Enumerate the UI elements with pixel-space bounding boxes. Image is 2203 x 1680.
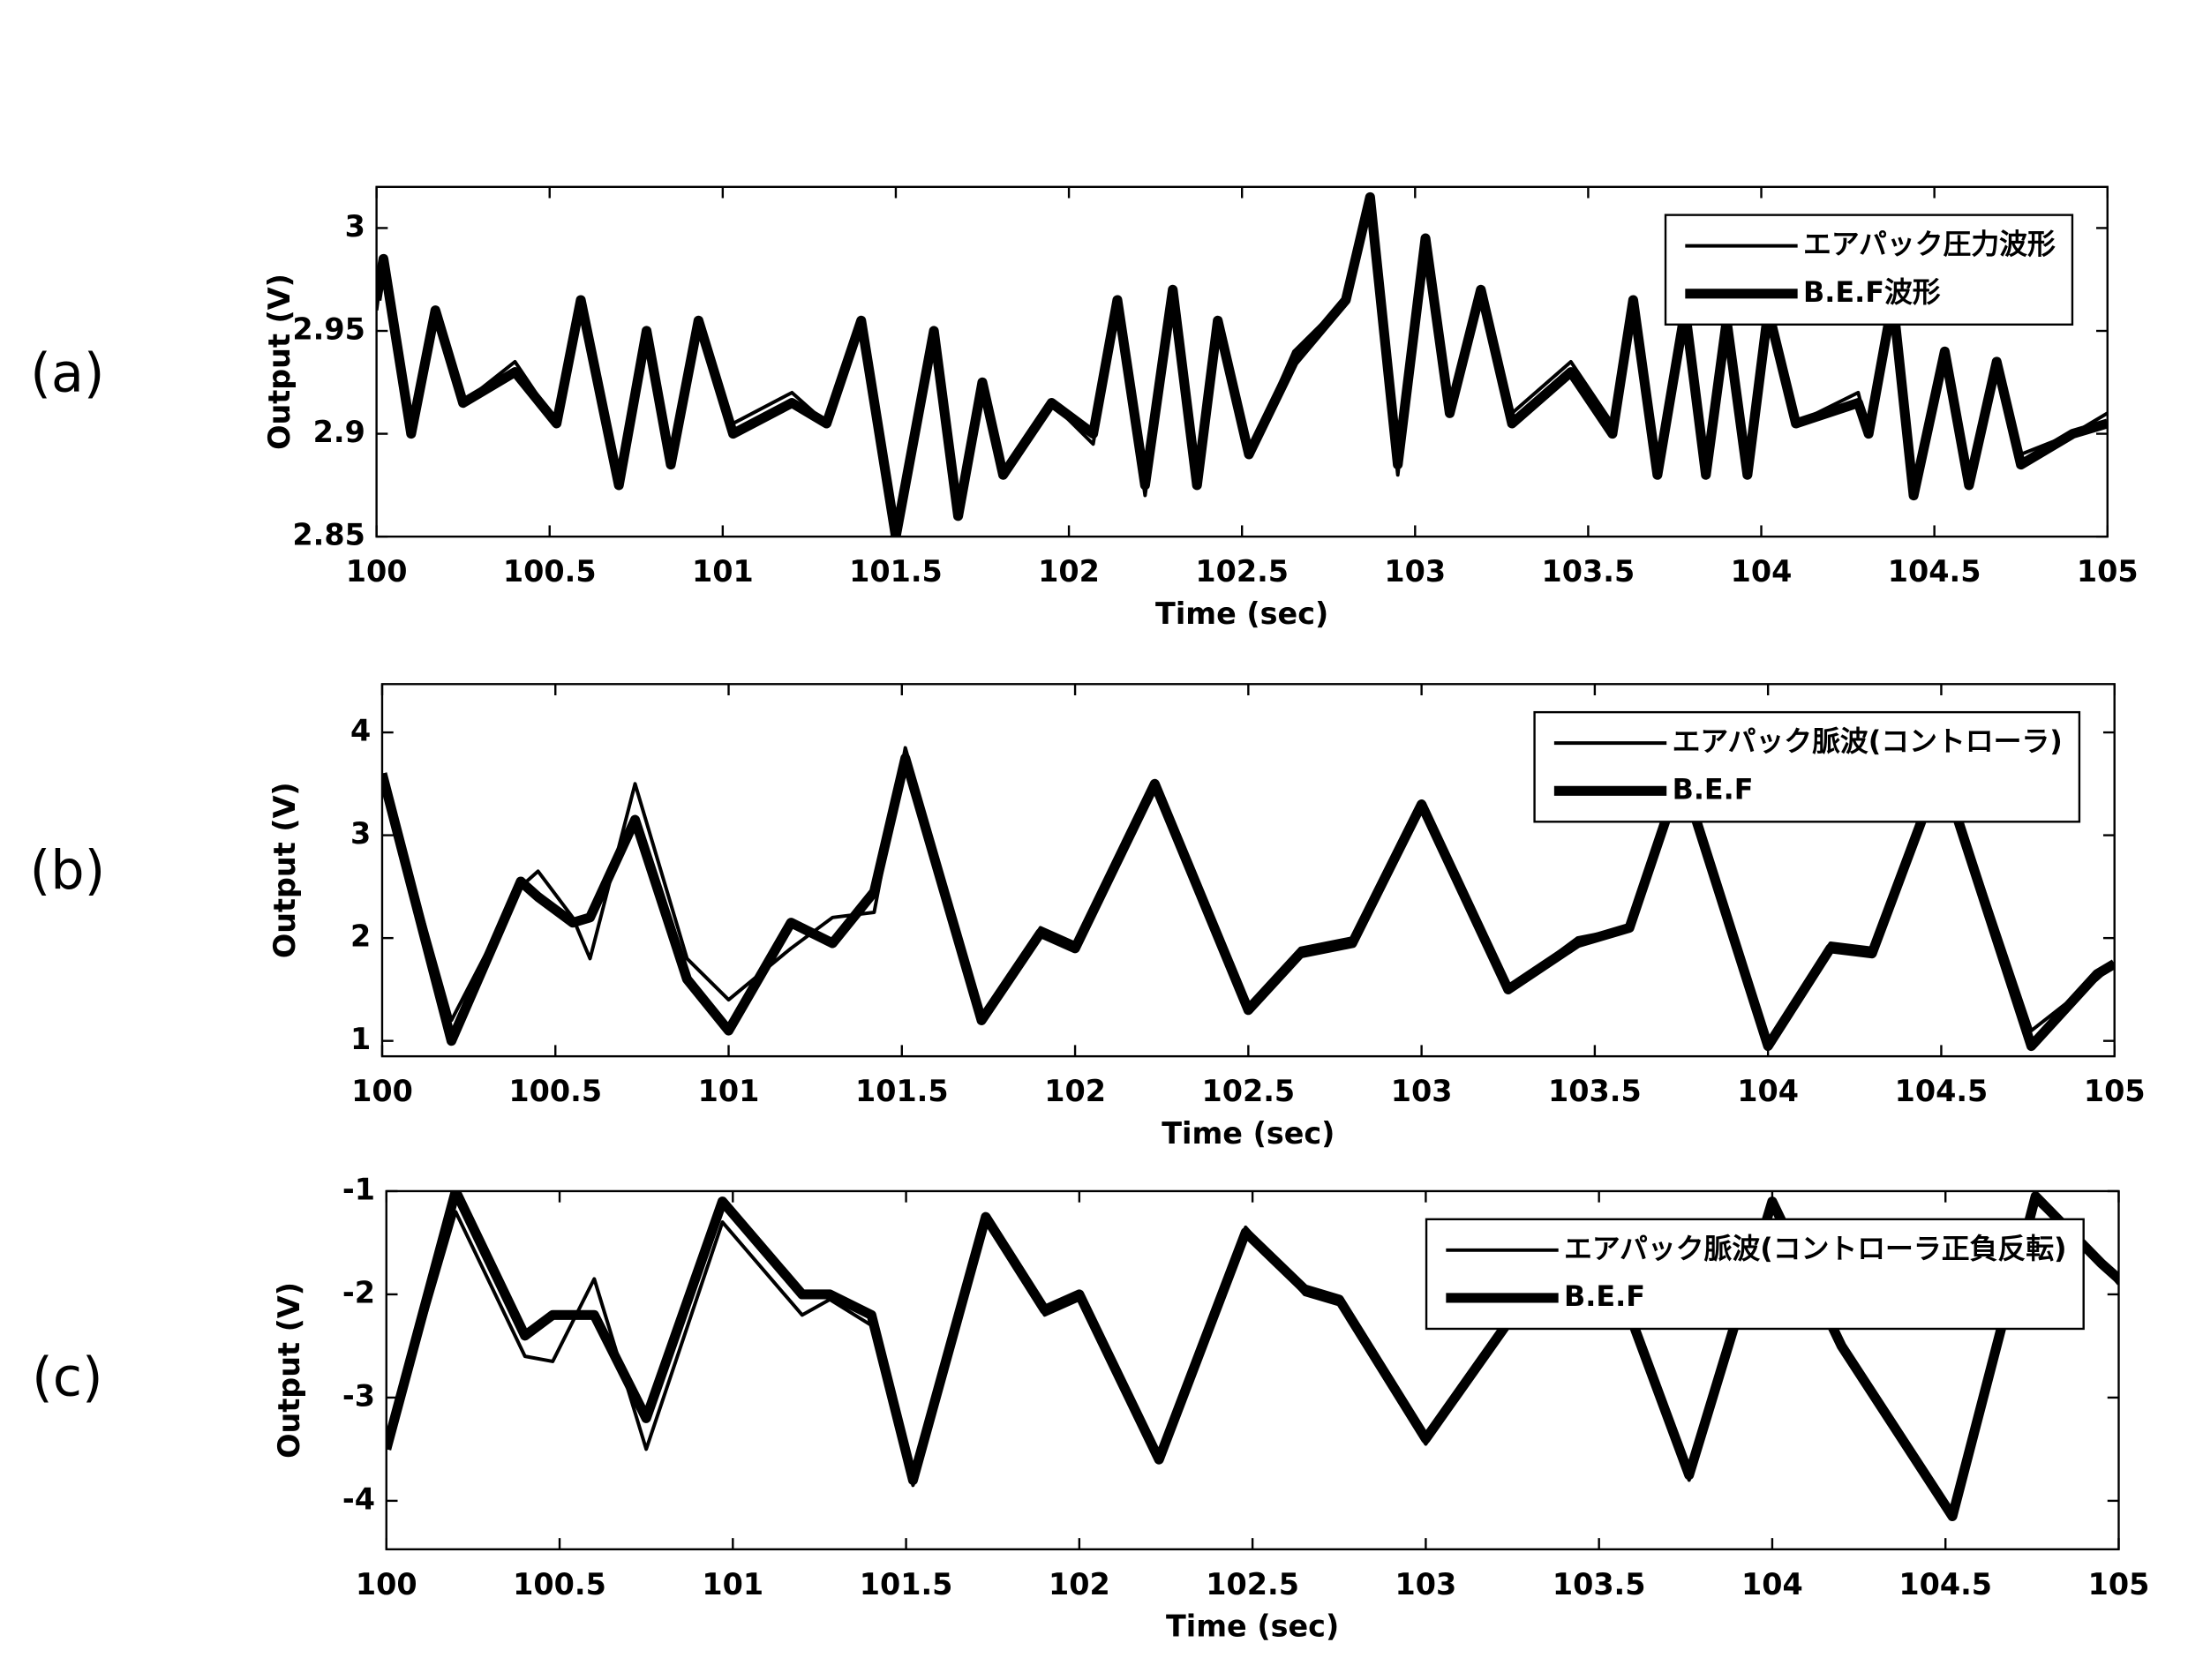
x-tick-label: 102 bbox=[1044, 1074, 1106, 1108]
panel-label: (a) bbox=[30, 342, 104, 404]
x-tick-label: 105 bbox=[2084, 1074, 2146, 1108]
legend-box bbox=[1664, 214, 2074, 326]
x-tick-label: 105 bbox=[2077, 554, 2139, 589]
x-tick-label: 102.5 bbox=[1202, 1074, 1296, 1108]
x-tick-label: 100.5 bbox=[513, 1567, 606, 1601]
x-tick-label: 104 bbox=[1737, 1074, 1799, 1108]
x-tick-label: 102 bbox=[1038, 554, 1100, 589]
x-tick-label: 103.5 bbox=[1548, 1074, 1642, 1108]
y-tick-label: 1 bbox=[350, 1022, 371, 1056]
plot-frame bbox=[380, 683, 2116, 1058]
y-tick-label: -4 bbox=[342, 1481, 375, 1516]
x-tick-label: 101 bbox=[702, 1567, 763, 1601]
x-tick-label: 101.5 bbox=[849, 554, 943, 589]
y-tick-label: 2.85 bbox=[292, 518, 365, 552]
y-axis-label: Output (V) bbox=[267, 782, 302, 958]
y-tick-label: 3 bbox=[350, 816, 371, 851]
x-tick-label: 101.5 bbox=[855, 1074, 949, 1108]
legend-box bbox=[1533, 710, 2081, 823]
y-tick-label: -3 bbox=[342, 1378, 375, 1413]
panel: (b) 100 100.5 101 101.5 102 102.5 103 103.5 104 10… bbox=[30, 683, 2146, 1151]
x-tick-label: 100.5 bbox=[503, 554, 597, 589]
x-tick-label: 100 bbox=[351, 1074, 413, 1108]
x-tick-label: 101 bbox=[698, 1074, 760, 1108]
x-tick-label: 103 bbox=[1391, 1074, 1453, 1108]
legend-label: エアパック脈波(コントローラ正負反転) bbox=[1564, 1232, 2067, 1265]
x-tick-label: 102.5 bbox=[1206, 1567, 1299, 1601]
legend-box bbox=[1425, 1218, 2085, 1331]
x-tick-label: 101.5 bbox=[860, 1567, 953, 1601]
x-tick-label: 104 bbox=[1731, 554, 1793, 589]
panel: (a) 100 100.5 101 101.5 102 102.5 103 103.5 104 10… bbox=[30, 185, 2139, 631]
x-tick-label: 102.5 bbox=[1195, 554, 1289, 589]
plot-frame bbox=[375, 185, 2109, 538]
legend-label: エアパック圧力波形 bbox=[1803, 228, 2056, 261]
panel-label: (b) bbox=[30, 840, 106, 902]
y-tick-label: -2 bbox=[342, 1275, 375, 1309]
x-tick-label: 101 bbox=[692, 554, 754, 589]
x-tick-label: 104.5 bbox=[1888, 554, 1981, 589]
y-axis-label: Output (V) bbox=[272, 1282, 306, 1459]
series-line bbox=[376, 191, 2108, 537]
x-axis-label: Time (sec) bbox=[1166, 1609, 1339, 1644]
panel: (c) 100 100.5 101 101.5 102 102.5 103 103.5 104 10… bbox=[32, 1172, 2149, 1643]
y-tick-label: -1 bbox=[342, 1172, 375, 1206]
y-tick-label: 3 bbox=[345, 209, 365, 244]
panel-label: (c) bbox=[32, 1346, 102, 1408]
legend-label: エアパック脈波(コントローラ) bbox=[1673, 724, 2063, 758]
legend-label: B.E.F波形 bbox=[1803, 275, 1941, 309]
x-tick-label: 102 bbox=[1049, 1567, 1110, 1601]
x-tick-label: 100.5 bbox=[508, 1074, 602, 1108]
y-axis-label: Output (V) bbox=[262, 274, 297, 450]
x-tick-label: 104.5 bbox=[1898, 1567, 1992, 1601]
y-tick-label: 2 bbox=[350, 919, 371, 954]
x-tick-label: 100 bbox=[356, 1567, 417, 1601]
x-tick-label: 104.5 bbox=[1895, 1074, 1989, 1108]
plot-frame bbox=[385, 1189, 2120, 1551]
x-axis-label: Time (sec) bbox=[1162, 1116, 1335, 1151]
series-line bbox=[381, 753, 2115, 1052]
x-tick-label: 103.5 bbox=[1542, 554, 1635, 589]
x-tick-label: 105 bbox=[2088, 1567, 2150, 1601]
legend: エアパック圧力波形 B.E.F波形 bbox=[1664, 214, 2074, 326]
x-tick-label: 103 bbox=[1384, 554, 1446, 589]
y-tick-label: 4 bbox=[350, 714, 371, 748]
legend: エアパック脈波(コントローラ) B.E.F bbox=[1533, 710, 2081, 823]
legend: エアパック脈波(コントローラ正負反転) B.E.F bbox=[1425, 1218, 2085, 1331]
x-tick-label: 103.5 bbox=[1553, 1567, 1646, 1601]
x-axis-label: Time (sec) bbox=[1155, 596, 1328, 631]
legend-label: B.E.F bbox=[1564, 1279, 1645, 1313]
y-tick-label: 2.95 bbox=[292, 312, 365, 347]
x-tick-label: 103 bbox=[1395, 1567, 1457, 1601]
legend-label: B.E.F bbox=[1673, 772, 1754, 806]
y-tick-label: 2.9 bbox=[313, 415, 365, 449]
x-tick-label: 104 bbox=[1741, 1567, 1803, 1601]
x-tick-label: 100 bbox=[346, 554, 408, 589]
